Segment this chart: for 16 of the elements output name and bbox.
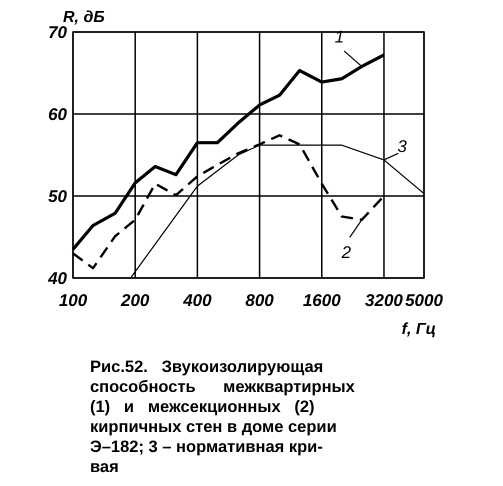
x-tick-label: 800 — [245, 291, 274, 310]
y-tick-label: 60 — [48, 105, 68, 124]
series-label: 2 — [340, 242, 352, 262]
legend-label: 3 — [397, 136, 408, 156]
y-axis-title: R, дБ — [63, 9, 105, 26]
x-tick-label: 100 — [58, 291, 88, 310]
x-tick-label: 1600 — [302, 291, 342, 310]
y-tick-label: 50 — [48, 187, 68, 206]
x-axis-title: f, Гц — [402, 321, 436, 338]
x-tick-label: 3200 — [365, 291, 404, 310]
y-tick-label: 40 — [47, 269, 68, 288]
x-tick-label: 5000 — [405, 291, 444, 310]
y-tick-label: 70 — [48, 23, 68, 42]
text: Рис.52. Звукоизолирующая способность межквартирных (1) и межсекционных (2) кирпичных стен в доме серии Э–182; 3 – нормативная кри- вая — [90, 358, 356, 476]
x-tick-label: 200 — [120, 291, 150, 310]
x-tick-label: 400 — [182, 291, 212, 310]
